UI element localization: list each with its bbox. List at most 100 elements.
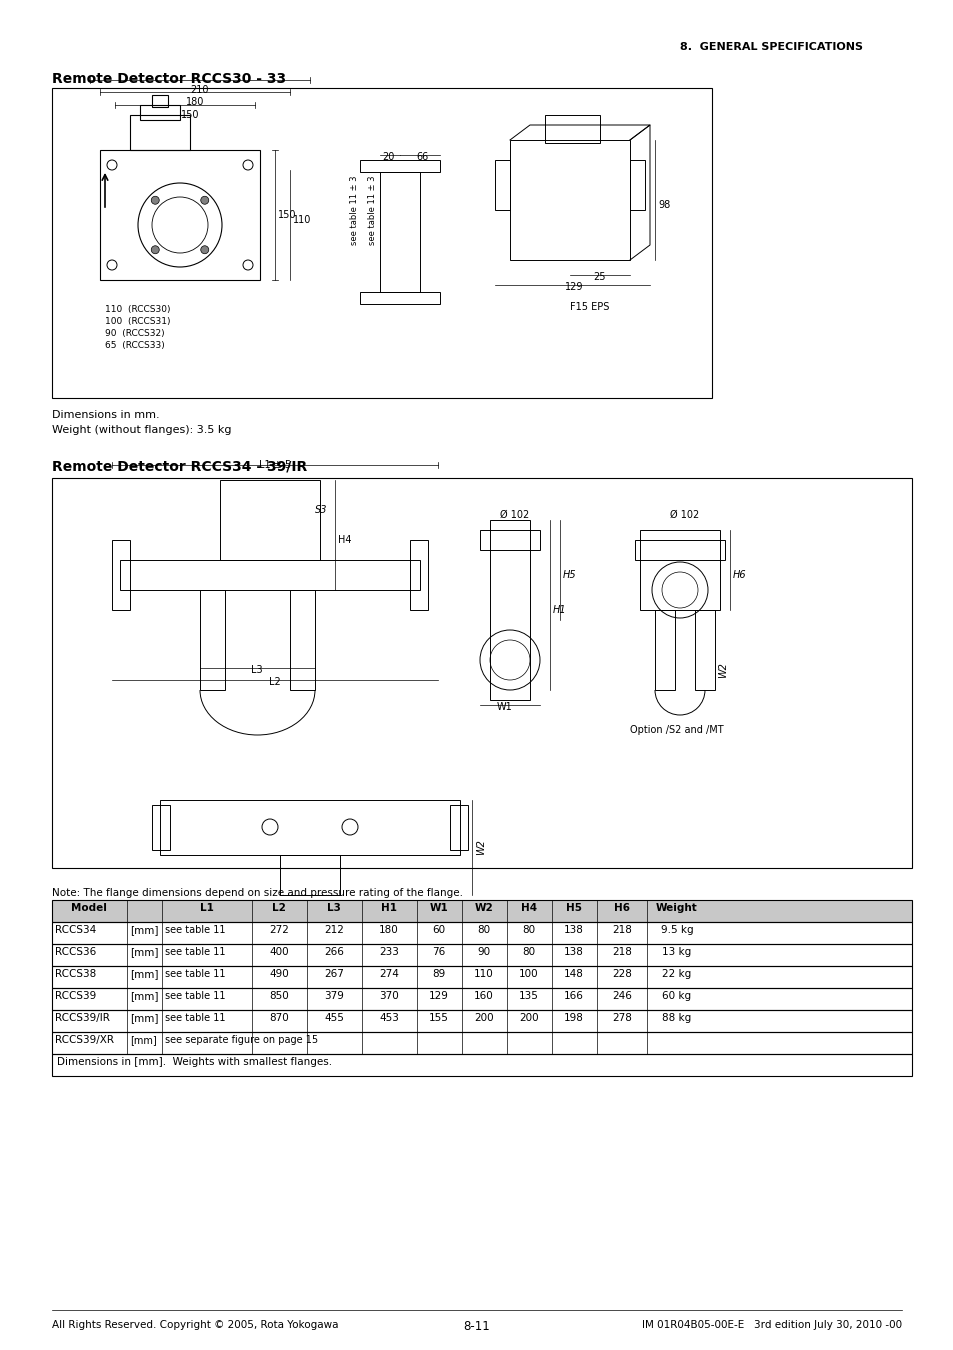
Text: 88 kg: 88 kg <box>661 1012 691 1023</box>
Text: 150: 150 <box>277 211 296 220</box>
Text: 180: 180 <box>378 925 398 936</box>
Text: 198: 198 <box>563 1012 583 1023</box>
Text: Remote Detector RCCS34 - 39/IR: Remote Detector RCCS34 - 39/IR <box>52 460 307 474</box>
Bar <box>359 161 439 171</box>
Text: H4: H4 <box>337 535 351 545</box>
Text: Dimensions in [mm].  Weights with smallest flanges.: Dimensions in [mm]. Weights with smalles… <box>57 1057 332 1066</box>
Text: 278: 278 <box>612 1012 631 1023</box>
Text: 90  (RCCS32): 90 (RCCS32) <box>105 329 165 338</box>
Bar <box>655 610 675 690</box>
Text: 66: 66 <box>416 153 428 162</box>
Text: 138: 138 <box>563 925 583 936</box>
Text: see table 11: see table 11 <box>165 991 225 1000</box>
Text: 9.5 kg: 9.5 kg <box>660 925 693 936</box>
Bar <box>220 481 319 560</box>
Text: W2: W2 <box>476 840 485 855</box>
Bar <box>635 540 724 560</box>
Text: 212: 212 <box>324 925 344 936</box>
Text: Weight: Weight <box>656 903 698 913</box>
Bar <box>52 944 911 967</box>
Text: 233: 233 <box>378 946 398 957</box>
Text: 100  (RCCS31): 100 (RCCS31) <box>105 317 171 325</box>
Bar <box>290 590 314 690</box>
Text: 8.  GENERAL SPECIFICATIONS: 8. GENERAL SPECIFICATIONS <box>679 42 862 53</box>
Bar <box>52 1054 911 1076</box>
Text: 110: 110 <box>474 969 494 979</box>
Text: H6: H6 <box>732 570 746 580</box>
Text: 89: 89 <box>432 969 445 979</box>
Text: 129: 129 <box>564 282 583 292</box>
Text: 20: 20 <box>381 153 394 162</box>
Bar <box>379 171 419 292</box>
Bar <box>140 105 180 120</box>
Text: 266: 266 <box>324 946 344 957</box>
Text: 274: 274 <box>378 969 398 979</box>
Text: Option /S2 and /MT: Option /S2 and /MT <box>629 725 723 734</box>
Text: 110  (RCCS30): 110 (RCCS30) <box>105 305 171 315</box>
Text: Remote Detector RCCS30 - 33: Remote Detector RCCS30 - 33 <box>52 72 286 86</box>
Text: 218: 218 <box>612 946 631 957</box>
Bar <box>52 900 911 922</box>
Text: 100: 100 <box>518 969 538 979</box>
Bar <box>52 922 911 944</box>
Text: RCCS39/XR: RCCS39/XR <box>55 1035 113 1045</box>
Bar <box>120 560 419 590</box>
Text: RCCS34: RCCS34 <box>55 925 96 936</box>
Text: 60: 60 <box>432 925 445 936</box>
Text: L3: L3 <box>327 903 340 913</box>
Text: 166: 166 <box>563 991 583 1000</box>
Text: [mm]: [mm] <box>130 946 158 957</box>
Text: Dimensions in mm.: Dimensions in mm. <box>52 410 159 420</box>
Text: W1: W1 <box>429 903 448 913</box>
Bar <box>52 967 911 988</box>
Text: S3: S3 <box>314 505 327 514</box>
Text: 246: 246 <box>612 991 631 1000</box>
Text: H5: H5 <box>565 903 581 913</box>
Text: H6: H6 <box>614 903 629 913</box>
Text: 129: 129 <box>429 991 449 1000</box>
Text: 200: 200 <box>518 1012 538 1023</box>
Text: H1: H1 <box>553 605 566 616</box>
Text: L3: L3 <box>251 666 262 675</box>
Text: 267: 267 <box>324 969 344 979</box>
Text: 135: 135 <box>518 991 538 1000</box>
Text: [mm]: [mm] <box>130 991 158 1000</box>
Text: 13 kg: 13 kg <box>661 946 691 957</box>
Text: W2: W2 <box>475 903 493 913</box>
Bar <box>490 520 530 701</box>
Text: IM 01R04B05-00E-E   3rd edition July 30, 2010 -00: IM 01R04B05-00E-E 3rd edition July 30, 2… <box>641 1320 901 1330</box>
Circle shape <box>152 196 159 204</box>
Text: L1: L1 <box>200 903 213 913</box>
Text: 228: 228 <box>612 969 631 979</box>
Text: 218: 218 <box>612 925 631 936</box>
Text: see table 11: see table 11 <box>165 925 225 936</box>
Text: 370: 370 <box>378 991 398 1000</box>
Text: see table 11: see table 11 <box>165 1012 225 1023</box>
Bar <box>52 988 911 1010</box>
Text: 150: 150 <box>180 109 199 120</box>
Text: L2: L2 <box>269 676 280 687</box>
Text: H1: H1 <box>380 903 396 913</box>
Text: 8-11: 8-11 <box>463 1320 490 1332</box>
Text: 490: 490 <box>269 969 289 979</box>
Text: 76: 76 <box>432 946 445 957</box>
Text: 400: 400 <box>269 946 289 957</box>
Bar <box>52 1031 911 1054</box>
Bar <box>152 95 168 107</box>
Circle shape <box>152 246 159 254</box>
Text: 80: 80 <box>522 946 535 957</box>
Text: 138: 138 <box>563 946 583 957</box>
Bar <box>100 150 260 279</box>
Bar <box>544 115 599 143</box>
Bar <box>280 855 339 895</box>
Bar <box>130 115 190 150</box>
Text: Model: Model <box>71 903 107 913</box>
Text: L2: L2 <box>272 903 286 913</box>
Text: [mm]: [mm] <box>130 925 158 936</box>
Text: see table 11: see table 11 <box>165 969 225 979</box>
Bar <box>200 590 225 690</box>
Text: Ø 102: Ø 102 <box>499 510 529 520</box>
Text: L1 ± 5: L1 ± 5 <box>258 460 291 470</box>
Text: 110: 110 <box>293 215 311 225</box>
Text: 90: 90 <box>476 946 490 957</box>
